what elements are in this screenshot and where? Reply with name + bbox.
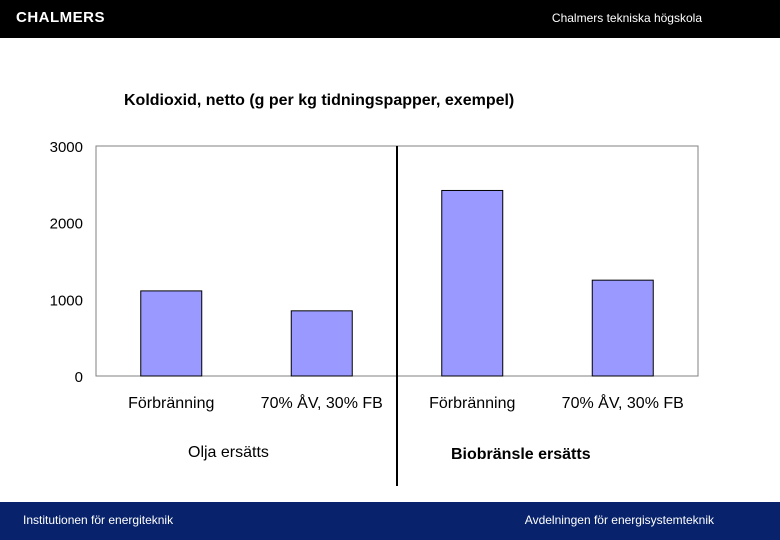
footer-bar: Institutionen för energiteknik Avdelning… — [0, 502, 780, 540]
bar — [140, 290, 203, 377]
header-bar: CHALMERS Chalmers tekniska högskola — [0, 0, 780, 38]
chart-title: Koldioxid, netto (g per kg tidningspappe… — [124, 92, 515, 109]
y-tick-label: 1000 — [50, 292, 83, 309]
y-tick-label: 0 — [75, 369, 83, 386]
chalmers-logo: CHALMERS — [16, 9, 105, 26]
x-tick-label: Förbränning — [429, 395, 515, 412]
group-label-biofuel: Biobränsle ersätts — [451, 446, 591, 463]
y-tick-label: 3000 — [50, 139, 83, 156]
x-tick-label: Förbränning — [128, 395, 214, 412]
x-tick-label: 70% ÅV, 30% FB — [261, 393, 383, 412]
bar — [591, 279, 654, 377]
footer-department: Institutionen för energiteknik — [23, 513, 174, 527]
y-tick-label: 2000 — [50, 216, 83, 233]
bar-chart: 0 1000 2000 3000 Förbränning 70% ÅV, 30% FB Fö… — [50, 139, 699, 486]
header-institution: Chalmers tekniska högskola — [551, 11, 702, 25]
group-label-oil: Olja ersätts — [188, 444, 269, 461]
bar — [441, 189, 504, 377]
bar — [290, 310, 353, 377]
footer-division: Avdelningen för energisystemteknik — [524, 513, 714, 527]
x-tick-label: 70% ÅV, 30% FB — [562, 393, 684, 412]
